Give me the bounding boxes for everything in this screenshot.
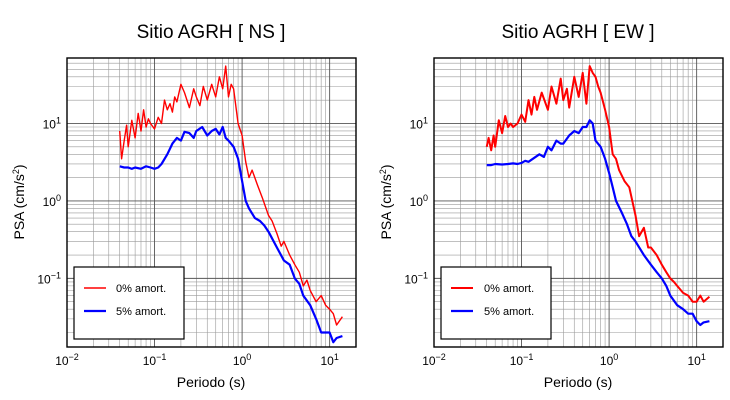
series-lines [485, 65, 711, 327]
y-tick-label: 100 [43, 193, 61, 209]
x-tick-base: 10 [510, 354, 524, 368]
series-line-5pct [119, 125, 343, 344]
x-tick-labels: 10−2 10−1 100 101 [422, 352, 706, 368]
y-axis-label-main: PSA (cm/s [11, 174, 27, 239]
x-tick-base: 10 [687, 354, 701, 368]
x-tick-label: 101 [687, 352, 705, 368]
chart-title: Sitio AGRH [ EW ] [501, 22, 654, 43]
series-lines [119, 65, 343, 344]
y-tick-base: 10 [410, 117, 424, 131]
plot-frame [433, 57, 724, 348]
legend-label-5pct: 5% amort. [116, 306, 166, 318]
x-tick-label: 101 [320, 352, 338, 368]
y-axis-label-close: ) [378, 164, 394, 169]
y-tick-exp: −1 [51, 270, 61, 280]
y-tick-base: 10 [37, 272, 51, 286]
x-tick-base: 10 [422, 354, 436, 368]
x-tick-exp: −2 [436, 352, 446, 362]
y-tick-label: 100 [410, 193, 428, 209]
x-tick-labels: 10−2 10−1 100 101 [55, 352, 339, 368]
x-tick-exp: 1 [701, 352, 706, 362]
x-tick-exp: 1 [334, 352, 339, 362]
y-tick-exp: −1 [418, 270, 428, 280]
chart-ns: Sitio AGRH [ NS ] 0% amort. 5% amort. 10… [11, 22, 357, 390]
x-tick-base: 10 [600, 354, 614, 368]
x-tick-base: 10 [143, 354, 157, 368]
legend-label-5pct: 5% amort. [484, 306, 534, 318]
x-tick-label: 10−1 [510, 352, 534, 368]
x-tick-base: 10 [55, 354, 69, 368]
y-tick-label: 101 [43, 115, 61, 131]
y-tick-exp: 0 [423, 193, 428, 203]
x-tick-base: 10 [233, 354, 247, 368]
y-axis-label: PSA (cm/s2) [11, 164, 27, 239]
chart-title: Sitio AGRH [ NS ] [137, 22, 286, 43]
x-tick-label: 10−2 [422, 352, 446, 368]
legend-box [73, 266, 185, 340]
x-tick-label: 10−1 [143, 352, 167, 368]
x-tick-exp: 0 [613, 352, 618, 362]
legend-label-0pct: 0% amort. [484, 283, 534, 295]
y-axis-label: PSA (cm/s2) [378, 164, 394, 239]
y-tick-label: 10−1 [37, 270, 61, 286]
y-axis-label-sup: 2 [11, 169, 21, 174]
y-tick-base: 10 [43, 195, 57, 209]
legend-label-0pct: 0% amort. [116, 283, 166, 295]
series-line-5pct [486, 119, 710, 327]
y-tick-exp: 1 [423, 115, 428, 125]
x-axis-label: Periodo (s) [177, 374, 245, 390]
x-tick-exp: −1 [156, 352, 166, 362]
legend-box [440, 266, 552, 340]
y-tick-base: 10 [410, 195, 424, 209]
y-tick-label: 101 [410, 115, 428, 131]
legend: 0% amort. 5% amort. [440, 266, 552, 340]
series-line-0pct [485, 65, 711, 303]
x-tick-exp: −2 [69, 352, 79, 362]
chart-ew: Sitio AGRH [ EW ] 0% amort. 5% amort. 10… [378, 22, 724, 390]
x-tick-exp: −1 [523, 352, 533, 362]
y-axis-label-main: PSA (cm/s [378, 174, 394, 239]
x-tick-label: 100 [600, 352, 618, 368]
y-axis-label-close: ) [11, 164, 27, 169]
y-axis-label-sup: 2 [378, 169, 388, 174]
x-tick-label: 100 [233, 352, 251, 368]
series-line-0pct [119, 65, 343, 326]
plot-frame [66, 57, 357, 348]
x-axis-label: Periodo (s) [544, 374, 612, 390]
y-tick-exp: 1 [56, 115, 61, 125]
legend: 0% amort. 5% amort. [73, 266, 185, 340]
y-tick-label: 10−1 [404, 270, 428, 286]
x-tick-base: 10 [320, 354, 334, 368]
x-tick-exp: 0 [246, 352, 251, 362]
x-tick-label: 10−2 [55, 352, 79, 368]
y-tick-base: 10 [404, 272, 418, 286]
y-tick-exp: 0 [56, 193, 61, 203]
y-tick-base: 10 [43, 117, 57, 131]
